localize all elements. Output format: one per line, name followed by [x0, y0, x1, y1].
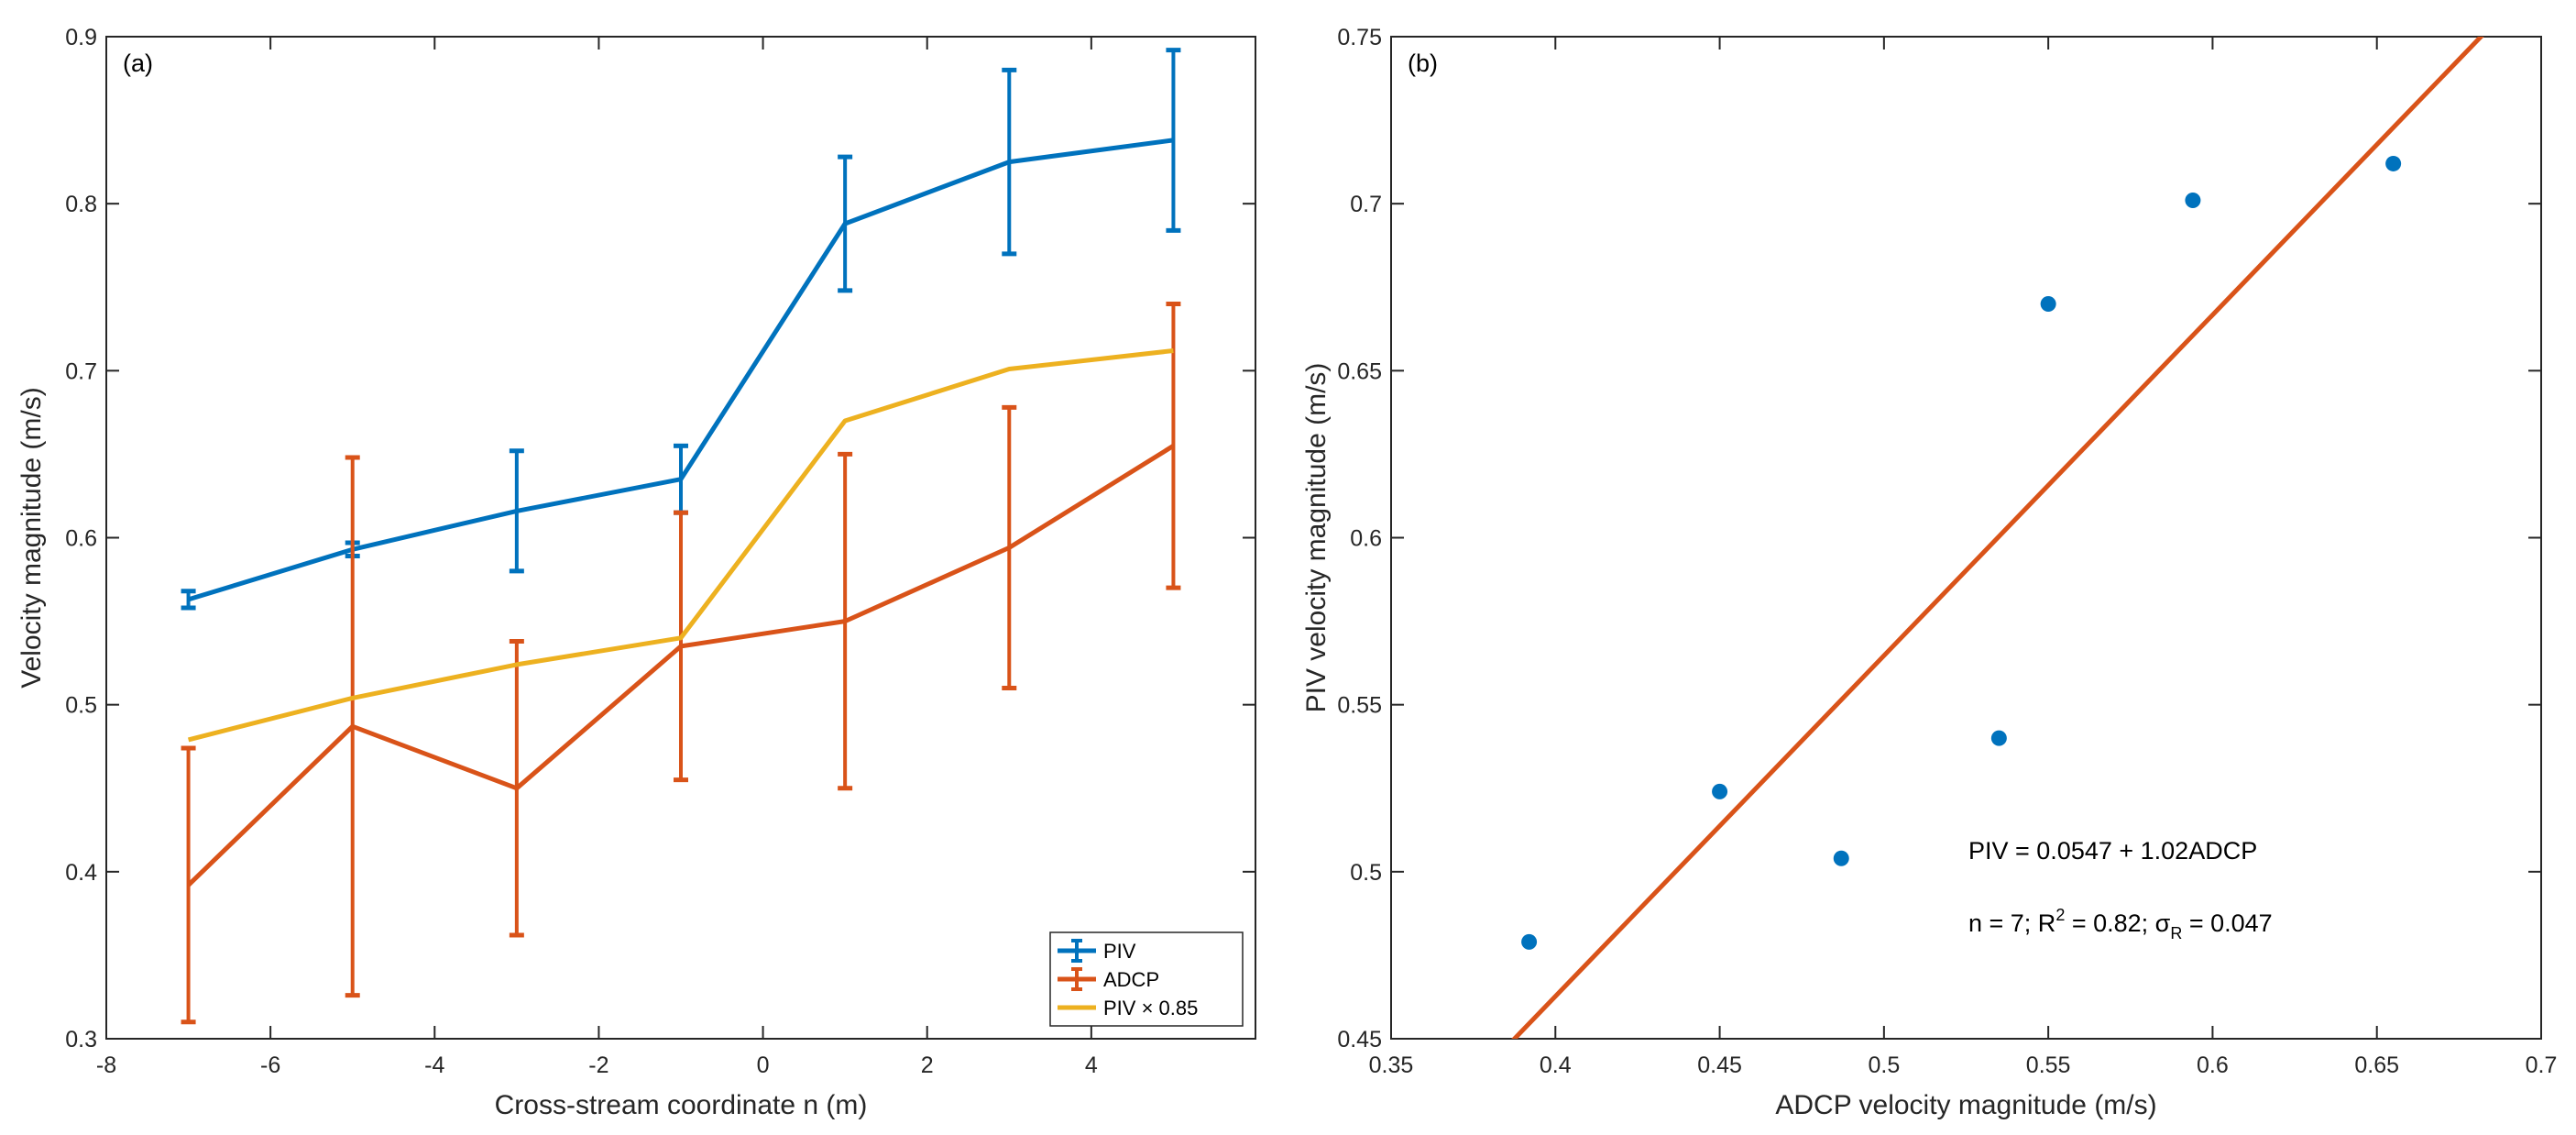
- scatter-point: [1521, 933, 1538, 950]
- b-y-tick-label: 0.6: [1350, 526, 1382, 552]
- errorbar-adcp: [509, 638, 524, 938]
- a-y-tick-label: 0.5: [65, 693, 97, 719]
- errorbar-adcp: [181, 745, 196, 1025]
- scatter-point: [1990, 730, 2007, 746]
- errorbar-piv: [181, 589, 196, 611]
- panel-a-marks: [181, 48, 1181, 1025]
- errorbar-piv: [1002, 67, 1017, 257]
- panel-b-x-axis-title: ADCP velocity magnitude (m/s): [1775, 1090, 2156, 1120]
- a-x-tick-label: -6: [260, 1052, 280, 1078]
- b-y-tick-label: 0.65: [1337, 358, 1382, 384]
- stats-middle: = 0.82;: [2065, 909, 2154, 937]
- b-y-tick-label: 0.75: [1337, 25, 1382, 50]
- scatter-point: [2385, 155, 2402, 171]
- b-x-tick-label: 0.4: [1540, 1052, 1572, 1078]
- stats-sigma: σ: [2155, 909, 2171, 937]
- panel-b-label: (b): [1408, 50, 1438, 77]
- scatter-point: [2040, 295, 2056, 312]
- a-x-tick-label: -8: [96, 1052, 116, 1078]
- b-x-tick-label: 0.35: [1369, 1052, 1414, 1078]
- a-y-tick-label: 0.9: [65, 25, 97, 50]
- b-x-tick-label: 0.45: [1697, 1052, 1742, 1078]
- panel-b-marks: [1511, 37, 2484, 1039]
- b-y-tick-label: 0.7: [1350, 192, 1382, 217]
- panel-b-axes-box: [1390, 36, 2542, 1040]
- b-x-tick-label: 0.6: [2197, 1052, 2229, 1078]
- a-y-tick-label: 0.8: [65, 192, 97, 217]
- scatter-point: [1833, 850, 1849, 866]
- scatter-point: [1712, 783, 1728, 799]
- panel-a-legend: PIV ADCP PIV × 0.85: [1049, 931, 1244, 1027]
- panel-a-x-axis-title: Cross-stream coordinate n (m): [495, 1090, 868, 1120]
- errorbar-piv: [838, 154, 853, 293]
- panel-b-scatter-chart: 0.35 0.4 0.45 0.5 0.55 0.6 0.65 0.7 0.45 0.5 0.55 0…: [1301, 25, 2557, 1120]
- a-y-tick-label: 0.4: [65, 860, 97, 886]
- b-x-tick-label: 0.65: [2354, 1052, 2399, 1078]
- errorbar-adcp: [1002, 404, 1017, 690]
- panel-b-ticks: 0.35 0.4 0.45 0.5 0.55 0.6 0.65 0.7 0.45 0.5 0.55 0…: [1337, 25, 2557, 1078]
- b-x-tick-label: 0.55: [2026, 1052, 2071, 1078]
- a-y-tick-label: 0.6: [65, 526, 97, 552]
- b-y-tick-label: 0.5: [1350, 860, 1382, 886]
- stats-r-squared-superscript: 2: [2055, 906, 2065, 924]
- errorbar-adcp: [838, 451, 853, 791]
- a-y-tick-label: 0.7: [65, 358, 97, 384]
- series-line-piv-0-85: [187, 348, 1174, 743]
- a-y-tick-label: 0.3: [65, 1027, 97, 1052]
- errorbar-adcp: [674, 510, 688, 783]
- legend-entry-label: PIV: [1103, 940, 1136, 963]
- a-x-tick-label: 2: [921, 1052, 934, 1078]
- legend-entry-label: ADCP: [1103, 968, 1159, 991]
- b-y-tick-label: 0.45: [1337, 1027, 1382, 1052]
- b-y-tick-label: 0.55: [1337, 693, 1382, 719]
- errorbar-piv: [1166, 48, 1181, 233]
- b-x-tick-label: 0.5: [1868, 1052, 1900, 1078]
- legend-entry-label: PIV × 0.85: [1103, 997, 1198, 1019]
- panel-b-y-axis-title: PIV velocity magnitude (m/s): [1301, 363, 1332, 713]
- b-x-tick-label: 0.7: [2526, 1052, 2558, 1078]
- errorbar-piv: [509, 448, 524, 574]
- stats-sigma-subscript: R: [2170, 924, 2182, 942]
- stats-end: = 0.047: [2182, 909, 2272, 937]
- panel-b-fit-statistics: n = 7; R2 = 0.82; σR = 0.047: [1968, 906, 2273, 942]
- panel-a-y-axis-title: Velocity magnitude (m/s): [16, 387, 47, 688]
- panel-a-label: (a): [123, 50, 153, 77]
- a-x-tick-label: -4: [424, 1052, 444, 1078]
- stats-prefix: n = 7; R: [1968, 909, 2055, 937]
- a-x-tick-label: -2: [588, 1052, 608, 1078]
- scatter-point: [2185, 193, 2201, 209]
- a-x-tick-label: 4: [1085, 1052, 1098, 1078]
- panel-a-ticks: -8 -6 -4 -2 0 2 4 0.3 0.4 0.5 0.6 0.7 0.8 0.9: [65, 25, 1255, 1078]
- panel-b-fit-equation: PIV = 0.0547 + 1.02ADCP: [1968, 837, 2257, 865]
- panel-a-line-chart: -8 -6 -4 -2 0 2 4 0.3 0.4 0.5 0.6 0.7 0.8 0.9 (a) Cro…: [16, 25, 1256, 1120]
- regression-fit-line: [1511, 37, 2484, 1039]
- a-x-tick-label: 0: [757, 1052, 770, 1078]
- errorbar-adcp: [345, 455, 360, 998]
